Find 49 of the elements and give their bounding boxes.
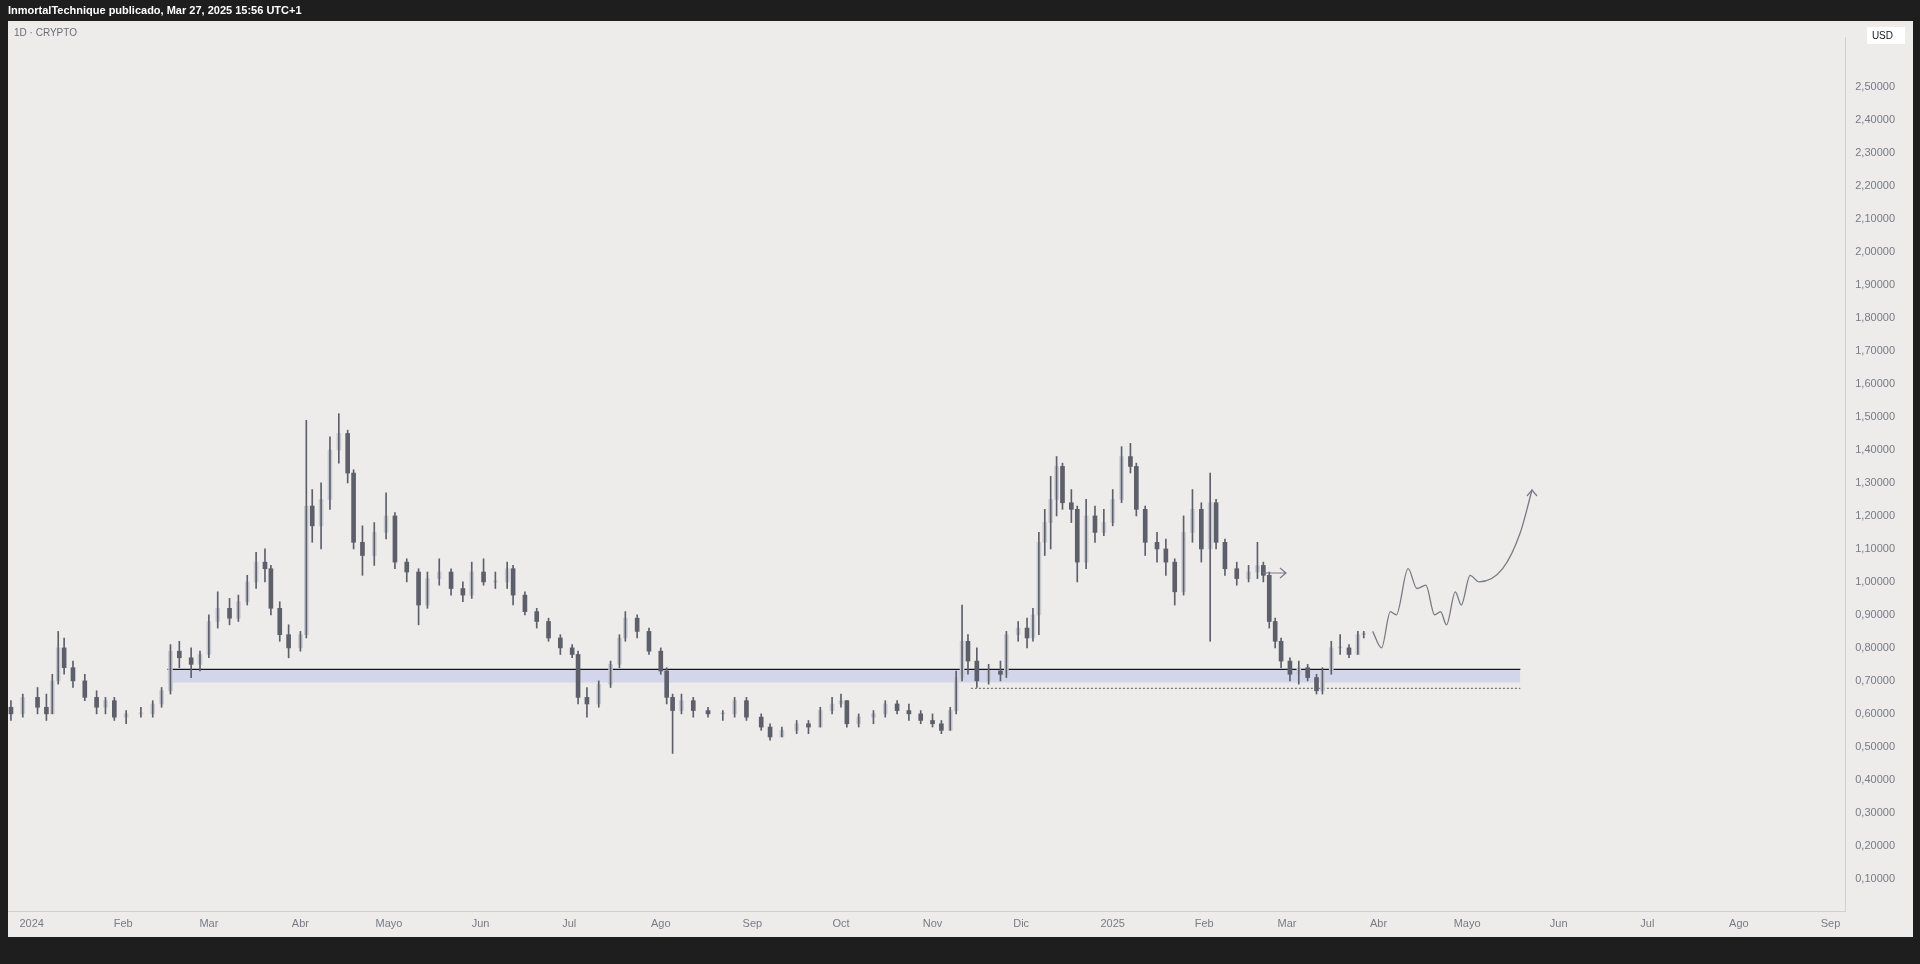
y-tick-label: 0,20000 bbox=[1855, 838, 1895, 851]
x-tick-label: Jun bbox=[471, 917, 490, 930]
x-tick-label: 2024 bbox=[19, 917, 44, 930]
y-tick-label: 0,80000 bbox=[1855, 640, 1895, 653]
y-tick-label: 1,70000 bbox=[1855, 344, 1895, 357]
y-tick-label: 2,00000 bbox=[1855, 245, 1895, 258]
y-tick-label: 1,30000 bbox=[1855, 475, 1895, 488]
y-tick-label: 2,30000 bbox=[1855, 146, 1895, 159]
y-tick-label: 0,90000 bbox=[1855, 607, 1895, 620]
x-tick-label: 2025 bbox=[1100, 917, 1125, 930]
y-tick-label: 0,50000 bbox=[1855, 739, 1895, 752]
x-tick-label: Oct bbox=[832, 917, 850, 930]
y-axis-title: USD bbox=[1866, 27, 1905, 44]
y-tick-label: 1,20000 bbox=[1855, 508, 1895, 521]
chart-title: 1D · CRYPTO bbox=[14, 27, 77, 38]
y-tick-label: 0,70000 bbox=[1855, 673, 1895, 686]
y-tick-label: 2,20000 bbox=[1855, 179, 1895, 192]
x-tick-label: Jun bbox=[1549, 917, 1568, 930]
y-tick-label: 1,80000 bbox=[1855, 311, 1895, 324]
text: InmortalTechnique publicado, Mar 27, 2025 15:56 UTC+1 bbox=[8, 4, 302, 16]
x-tick-label: Mayo bbox=[1453, 917, 1481, 930]
y-tick-label: 1,00000 bbox=[1855, 574, 1895, 587]
x-tick-label: Abr bbox=[1369, 917, 1388, 930]
x-tick-label: Nov bbox=[922, 917, 943, 930]
x-tick-label: Jul bbox=[562, 917, 577, 930]
x-tick-label: Mar bbox=[1277, 917, 1297, 930]
y-tick-label: 1,40000 bbox=[1855, 442, 1895, 455]
y-tick-label: 1,50000 bbox=[1855, 410, 1895, 422]
y-tick-label: 2,10000 bbox=[1855, 212, 1895, 225]
y-tick-label: 0,10000 bbox=[1855, 871, 1895, 884]
y-tick-label: 0,30000 bbox=[1855, 805, 1895, 818]
x-tick-label: Ago bbox=[650, 917, 671, 930]
x-tick-label: Ago bbox=[1729, 917, 1749, 930]
x-tick-label: Sep bbox=[1820, 917, 1841, 930]
x-tick-label: Feb bbox=[1194, 917, 1214, 930]
y-tick-label: 0,40000 bbox=[1855, 772, 1895, 785]
x-tick-label: Jul bbox=[1640, 917, 1655, 930]
x-tick-label: Dic bbox=[1013, 917, 1030, 930]
y-tick-label: 1,60000 bbox=[1855, 377, 1895, 390]
x-tick-label: Mar bbox=[199, 917, 219, 930]
y-tick-label: 2,40000 bbox=[1855, 113, 1895, 126]
x-tick-label: Feb bbox=[113, 917, 133, 930]
y-tick-label: 0,60000 bbox=[1855, 706, 1895, 719]
y-tick-label: 1,10000 bbox=[1855, 541, 1895, 554]
x-tick-label: Sep bbox=[742, 917, 763, 930]
x-tick-label: Mayo bbox=[375, 917, 403, 930]
x-tick-label: Abr bbox=[291, 917, 310, 930]
y-tick-label: 2,50000 bbox=[1855, 80, 1895, 93]
y-tick-label: 1,90000 bbox=[1855, 278, 1895, 291]
